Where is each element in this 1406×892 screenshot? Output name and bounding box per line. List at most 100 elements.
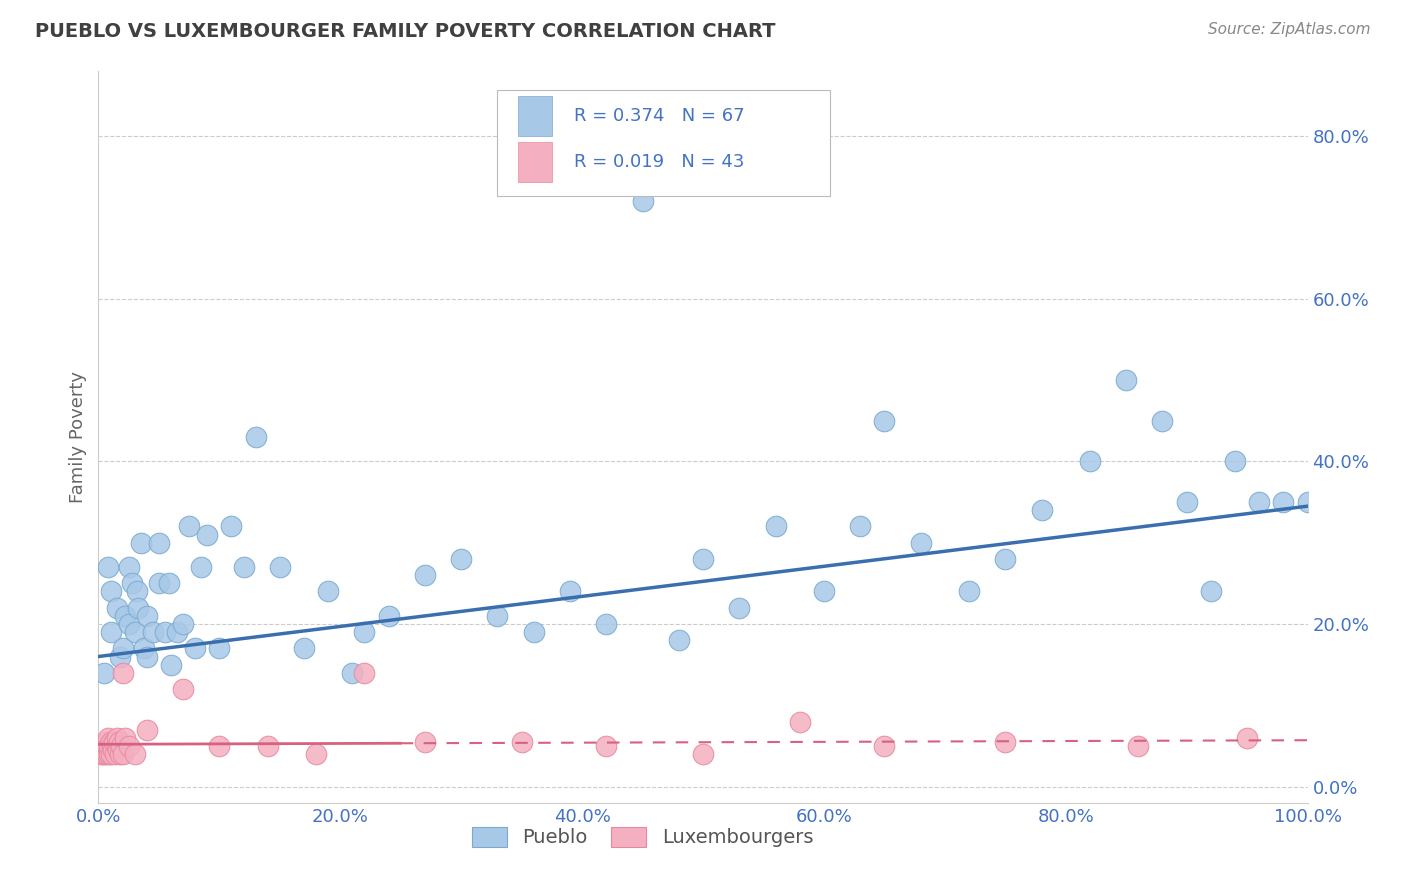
Point	[97, 560, 120, 574]
Point	[316, 584, 339, 599]
Point	[1199, 584, 1222, 599]
Point	[353, 625, 375, 640]
Point	[124, 747, 146, 761]
Point	[134, 641, 156, 656]
Point	[114, 731, 136, 745]
Point	[108, 747, 131, 761]
Point	[105, 739, 128, 753]
Point	[994, 552, 1017, 566]
Point	[221, 519, 243, 533]
Point	[523, 625, 546, 640]
Point	[114, 608, 136, 623]
Point	[153, 625, 176, 640]
Point	[1128, 739, 1150, 753]
Point	[93, 739, 115, 753]
Point	[111, 641, 134, 656]
FancyBboxPatch shape	[498, 90, 830, 195]
Point	[172, 617, 194, 632]
Point	[166, 625, 188, 640]
Point	[135, 608, 157, 623]
Point	[127, 600, 149, 615]
Point	[765, 519, 787, 533]
Point	[108, 735, 131, 749]
Point	[91, 739, 114, 753]
Point	[668, 633, 690, 648]
Text: Source: ZipAtlas.com: Source: ZipAtlas.com	[1208, 22, 1371, 37]
FancyBboxPatch shape	[517, 142, 553, 182]
Point	[100, 747, 122, 761]
Point	[96, 747, 118, 761]
Point	[184, 641, 207, 656]
Point	[103, 735, 125, 749]
Point	[97, 731, 120, 745]
Point	[1249, 495, 1271, 509]
Point	[342, 665, 364, 680]
Point	[108, 649, 131, 664]
Text: PUEBLO VS LUXEMBOURGER FAMILY POVERTY CORRELATION CHART: PUEBLO VS LUXEMBOURGER FAMILY POVERTY CO…	[35, 22, 776, 41]
Point	[118, 739, 141, 753]
Text: R = 0.019   N = 43: R = 0.019 N = 43	[574, 153, 744, 171]
Point	[413, 735, 436, 749]
Point	[256, 739, 278, 753]
Point	[101, 743, 124, 757]
Point	[104, 747, 127, 761]
Point	[93, 747, 115, 761]
Point	[269, 560, 291, 574]
Point	[1031, 503, 1053, 517]
Point	[91, 747, 114, 761]
Point	[148, 535, 170, 549]
Text: R = 0.374   N = 67: R = 0.374 N = 67	[574, 107, 744, 125]
Point	[377, 608, 399, 623]
Point	[558, 584, 581, 599]
Point	[129, 535, 152, 549]
Legend: Pueblo, Luxembourgers: Pueblo, Luxembourgers	[464, 819, 821, 855]
Point	[1115, 373, 1137, 387]
Point	[692, 747, 714, 761]
Point	[98, 739, 121, 753]
Point	[873, 414, 896, 428]
Point	[121, 576, 143, 591]
Point	[96, 739, 118, 753]
Point	[1152, 414, 1174, 428]
Point	[595, 739, 617, 753]
Point	[160, 657, 183, 672]
Point	[910, 535, 932, 549]
Point	[232, 560, 254, 574]
Point	[1078, 454, 1101, 468]
Point	[789, 714, 811, 729]
Point	[127, 584, 149, 599]
Point	[413, 568, 436, 582]
Point	[510, 735, 533, 749]
Point	[1175, 495, 1198, 509]
Point	[179, 519, 201, 533]
Point	[135, 723, 157, 737]
Point	[353, 665, 375, 680]
Point	[849, 519, 872, 533]
Point	[94, 735, 117, 749]
Point	[105, 600, 128, 615]
Point	[124, 625, 146, 640]
Point	[98, 747, 121, 761]
Point	[93, 665, 115, 680]
Point	[105, 731, 128, 745]
Point	[208, 641, 231, 656]
Point	[1272, 495, 1295, 509]
Point	[1223, 454, 1246, 468]
Point	[157, 576, 180, 591]
Point	[142, 625, 165, 640]
Point	[994, 735, 1017, 749]
Point	[190, 560, 212, 574]
Point	[100, 625, 122, 640]
Point	[1296, 495, 1319, 509]
Point	[148, 576, 170, 591]
Point	[450, 552, 472, 566]
Point	[728, 600, 751, 615]
Point	[1236, 731, 1258, 745]
Point	[305, 747, 328, 761]
Point	[292, 641, 315, 656]
Point	[692, 552, 714, 566]
Point	[631, 194, 654, 209]
Point	[111, 665, 134, 680]
Point	[595, 617, 617, 632]
Point	[172, 681, 194, 696]
